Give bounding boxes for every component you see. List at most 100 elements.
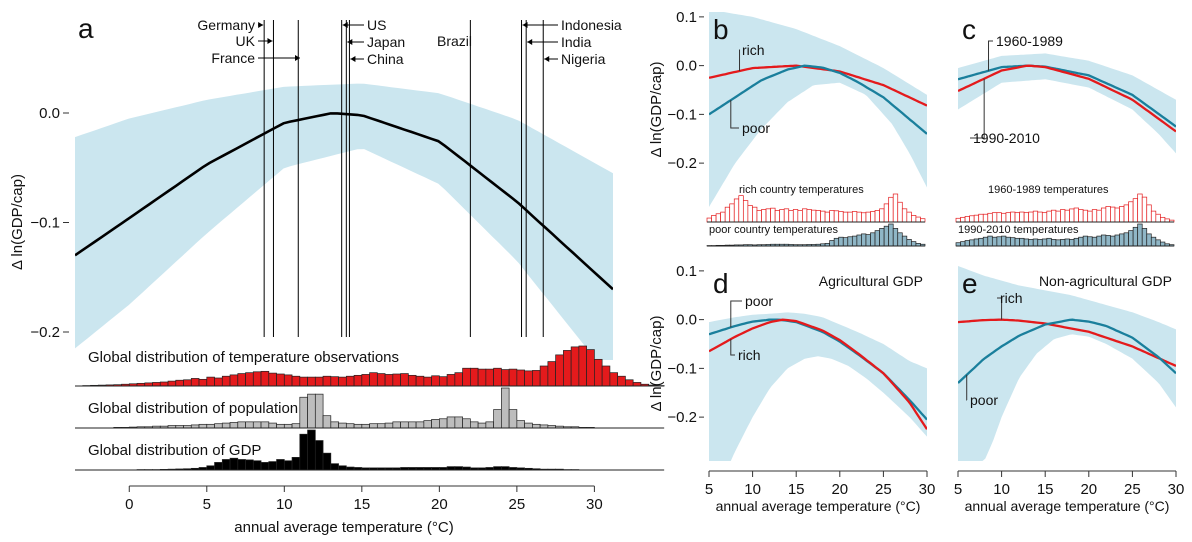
- histogram-bar: [586, 349, 595, 387]
- x-axis-label: annual average temperature (°C): [716, 498, 921, 514]
- histogram-bar: [532, 423, 541, 429]
- histogram-bar: [252, 421, 262, 429]
- histogram-bar: [237, 459, 246, 471]
- histogram-bar: [276, 459, 285, 471]
- histogram-bar: [369, 423, 378, 429]
- histogram-bar: [345, 375, 355, 387]
- histogram-bar: [454, 416, 463, 429]
- histogram-1: [706, 223, 926, 247]
- histogram-bar: [897, 201, 903, 223]
- histogram-bar: [283, 374, 293, 387]
- histogram-bar: [338, 376, 347, 387]
- country-label-france: France: [211, 50, 255, 66]
- histogram-bar: [183, 379, 192, 387]
- x-tick-label: 5: [203, 496, 211, 513]
- series-label-group: rich: [739, 42, 765, 71]
- histogram-bar: [392, 373, 401, 387]
- series-label: 1960-1989: [996, 33, 1063, 49]
- histogram-bar: [190, 378, 200, 387]
- histogram-bar: [167, 380, 177, 387]
- histogram-bar: [299, 376, 308, 387]
- histogram-bar: [1051, 209, 1057, 223]
- histogram-bar: [570, 346, 580, 387]
- histogram-bar: [1019, 211, 1025, 223]
- histogram-bar: [423, 420, 432, 429]
- y-axis-label: Δ ln(GDP/cap): [648, 316, 665, 412]
- histogram-bar: [1037, 239, 1043, 247]
- histogram-bar: [206, 465, 215, 471]
- histogram-bar: [237, 421, 246, 429]
- arrowhead: [267, 38, 273, 44]
- arrowhead: [544, 56, 550, 62]
- series-line-1990-2010: [958, 64, 1176, 133]
- country-label-us: US: [367, 17, 386, 33]
- histogram-bar: [439, 418, 448, 429]
- x-tick-label: 20: [431, 496, 448, 513]
- histogram-bar: [221, 422, 231, 429]
- histogram-bar: [454, 372, 463, 387]
- histogram-bar: [711, 215, 717, 223]
- histogram-bar: [973, 214, 980, 223]
- histogram-bar: [996, 236, 1002, 247]
- x-tick-label: 10: [276, 496, 293, 513]
- histogram-bar: [915, 216, 921, 223]
- histogram-bar: [982, 213, 989, 223]
- histogram-bar: [268, 461, 277, 471]
- histogram-bar: [470, 367, 479, 387]
- histogram-bar: [1141, 196, 1148, 223]
- y-axis-label: Δ ln(GDP/cap): [9, 174, 26, 270]
- histogram-bar: [747, 205, 753, 223]
- histogram-bar: [423, 376, 432, 387]
- histogram-bar: [706, 217, 712, 223]
- series-label: rich: [742, 42, 765, 58]
- histogram-bar: [861, 212, 867, 223]
- histogram-bar: [1032, 238, 1039, 247]
- confidence-band: [75, 83, 613, 360]
- arrowhead: [527, 39, 533, 45]
- plot-area-d: [709, 312, 927, 461]
- histogram-bar: [901, 235, 908, 247]
- arrowhead: [347, 39, 353, 45]
- histogram-bar: [501, 466, 510, 471]
- country-label-china: China: [367, 51, 404, 67]
- histogram-bar: [964, 216, 970, 223]
- histogram-bar: [1128, 201, 1134, 223]
- histogram-bar: [632, 382, 642, 387]
- panel-letter: e: [962, 268, 978, 299]
- histogram-bar: [252, 460, 262, 471]
- histogram-bar: [1087, 210, 1093, 223]
- histogram-bar: [906, 211, 912, 223]
- leader-line: [988, 40, 993, 71]
- histogram-bar: [865, 234, 871, 247]
- histogram-bar: [779, 209, 785, 223]
- histogram-bar: [888, 196, 894, 223]
- series-line-rich: [709, 318, 927, 430]
- histogram-bar: [415, 421, 425, 429]
- y-tick-label: −0.2: [667, 409, 697, 426]
- histogram-label: Global distribution of GDP: [88, 442, 261, 459]
- histogram-bar: [842, 237, 849, 247]
- series-label-group: poor: [730, 293, 773, 328]
- histogram-bar: [733, 198, 740, 223]
- histogram-bar: [446, 374, 456, 387]
- histogram-bar: [1110, 206, 1116, 223]
- histogram-bar: [861, 233, 867, 247]
- histogram-0: [706, 193, 926, 223]
- histogram-bar: [291, 423, 301, 429]
- y-axis-label: Δ ln(GDP/cap): [648, 62, 665, 158]
- panel-letter: c: [962, 14, 976, 45]
- arrowhead: [342, 22, 348, 28]
- histogram-bar: [384, 374, 394, 387]
- histogram-bar: [1023, 238, 1030, 247]
- plot-area-a: [75, 83, 613, 360]
- x-tick-label: 15: [353, 496, 370, 513]
- series-line-1960-1989: [958, 64, 1176, 128]
- series-label: 1990-2010: [973, 130, 1040, 146]
- histogram-bar: [856, 211, 862, 223]
- histogram-bar: [322, 452, 332, 471]
- histogram-bar: [765, 208, 771, 223]
- histogram-bar: [1087, 236, 1093, 247]
- histogram-bar: [353, 374, 363, 387]
- histogram-bar: [1001, 212, 1007, 223]
